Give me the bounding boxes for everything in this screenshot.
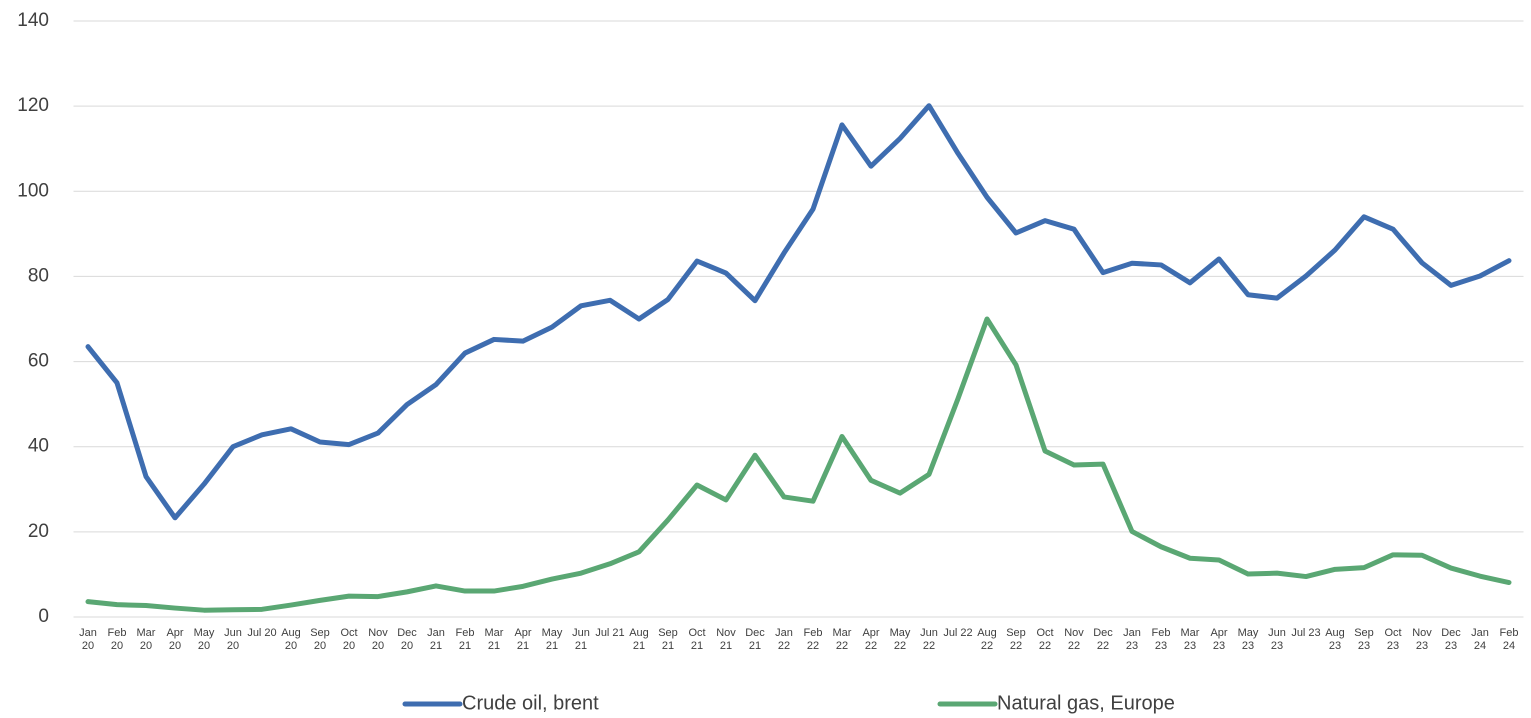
line-series	[85, 103, 1512, 521]
x-tick-label: May 22	[889, 627, 911, 652]
x-tick-label: Nov 20	[368, 627, 388, 652]
x-tick-label: Feb 20	[107, 627, 127, 652]
x-tick-label: Oct 21	[688, 627, 706, 652]
x-tick-label: Apr 20	[166, 627, 184, 652]
x-tick-label: Jan 23	[1123, 627, 1141, 652]
x-tick-label: Feb 24	[1499, 627, 1519, 652]
x-tick-label: Sep 22	[1006, 627, 1026, 652]
x-tick-label: Jun 21	[572, 627, 590, 652]
x-tick-label: Dec 23	[1441, 627, 1461, 652]
x-tick-label: Mar 22	[832, 627, 852, 652]
x-tick-label: Jun 22	[920, 627, 938, 652]
y-tick-label: 0	[38, 606, 49, 627]
x-tick-label: Dec 22	[1093, 627, 1113, 652]
y-tick-label: 40	[28, 436, 49, 457]
x-tick-label: Jan 20	[79, 627, 97, 652]
x-tick-label: Aug 23	[1325, 627, 1345, 652]
x-tick-label: Feb 23	[1151, 627, 1171, 652]
x-tick-label: Sep 20	[310, 627, 330, 652]
x-tick-label: Mar 20	[136, 627, 156, 652]
y-tick-label: 20	[28, 521, 49, 542]
x-tick-label: Apr 23	[1210, 627, 1228, 652]
y-tick-label: 140	[17, 10, 49, 31]
x-tick-label: Jan 22	[775, 627, 793, 652]
x-tick-label: Jul 20	[247, 627, 277, 639]
x-tick-label: Jul 22	[943, 627, 973, 639]
x-tick-label: Feb 22	[803, 627, 823, 652]
x-tick-label: Nov 21	[716, 627, 736, 652]
x-tick-label: May 21	[541, 627, 563, 652]
x-tick-label: Feb 21	[455, 627, 475, 652]
x-tick-label: Mar 21	[484, 627, 504, 652]
x-tick-label: Mar 23	[1180, 627, 1200, 652]
x-tick-label: Jul 21	[595, 627, 625, 639]
x-tick-label: Oct 22	[1036, 627, 1054, 652]
x-tick-label: May 23	[1237, 627, 1259, 652]
y-tick-label: 120	[17, 95, 49, 116]
legend-label: Crude oil, brent	[462, 692, 599, 714]
x-tick-label: Dec 20	[397, 627, 417, 652]
y-tick-label: 100	[17, 180, 49, 201]
line-series	[85, 316, 1512, 613]
x-tick-label: Aug 21	[629, 627, 649, 652]
x-tick-label: May 20	[193, 627, 215, 652]
x-tick-label: Nov 22	[1064, 627, 1084, 652]
y-tick-label: 60	[28, 351, 49, 372]
x-tick-label: Nov 23	[1412, 627, 1432, 652]
x-tick-label: Oct 23	[1384, 627, 1402, 652]
x-tick-label: Jun 23	[1268, 627, 1286, 652]
x-tick-label: Jan 21	[427, 627, 445, 652]
x-tick-label: Aug 20	[281, 627, 301, 652]
y-tick-label: 80	[28, 265, 49, 286]
x-tick-label: Jan 24	[1471, 627, 1489, 652]
x-tick-label: Sep 21	[658, 627, 678, 652]
x-tick-label: Sep 23	[1354, 627, 1374, 652]
x-tick-label: Dec 21	[745, 627, 765, 652]
legend-label: Natural gas, Europe	[997, 692, 1175, 714]
x-tick-label: Apr 22	[862, 627, 880, 652]
x-tick-label: Jun 20	[224, 627, 242, 652]
x-tick-label: Aug 22	[977, 627, 997, 652]
x-tick-label: Apr 21	[514, 627, 532, 652]
x-tick-label: Oct 20	[340, 627, 358, 652]
x-tick-label: Jul 23	[1291, 627, 1321, 639]
